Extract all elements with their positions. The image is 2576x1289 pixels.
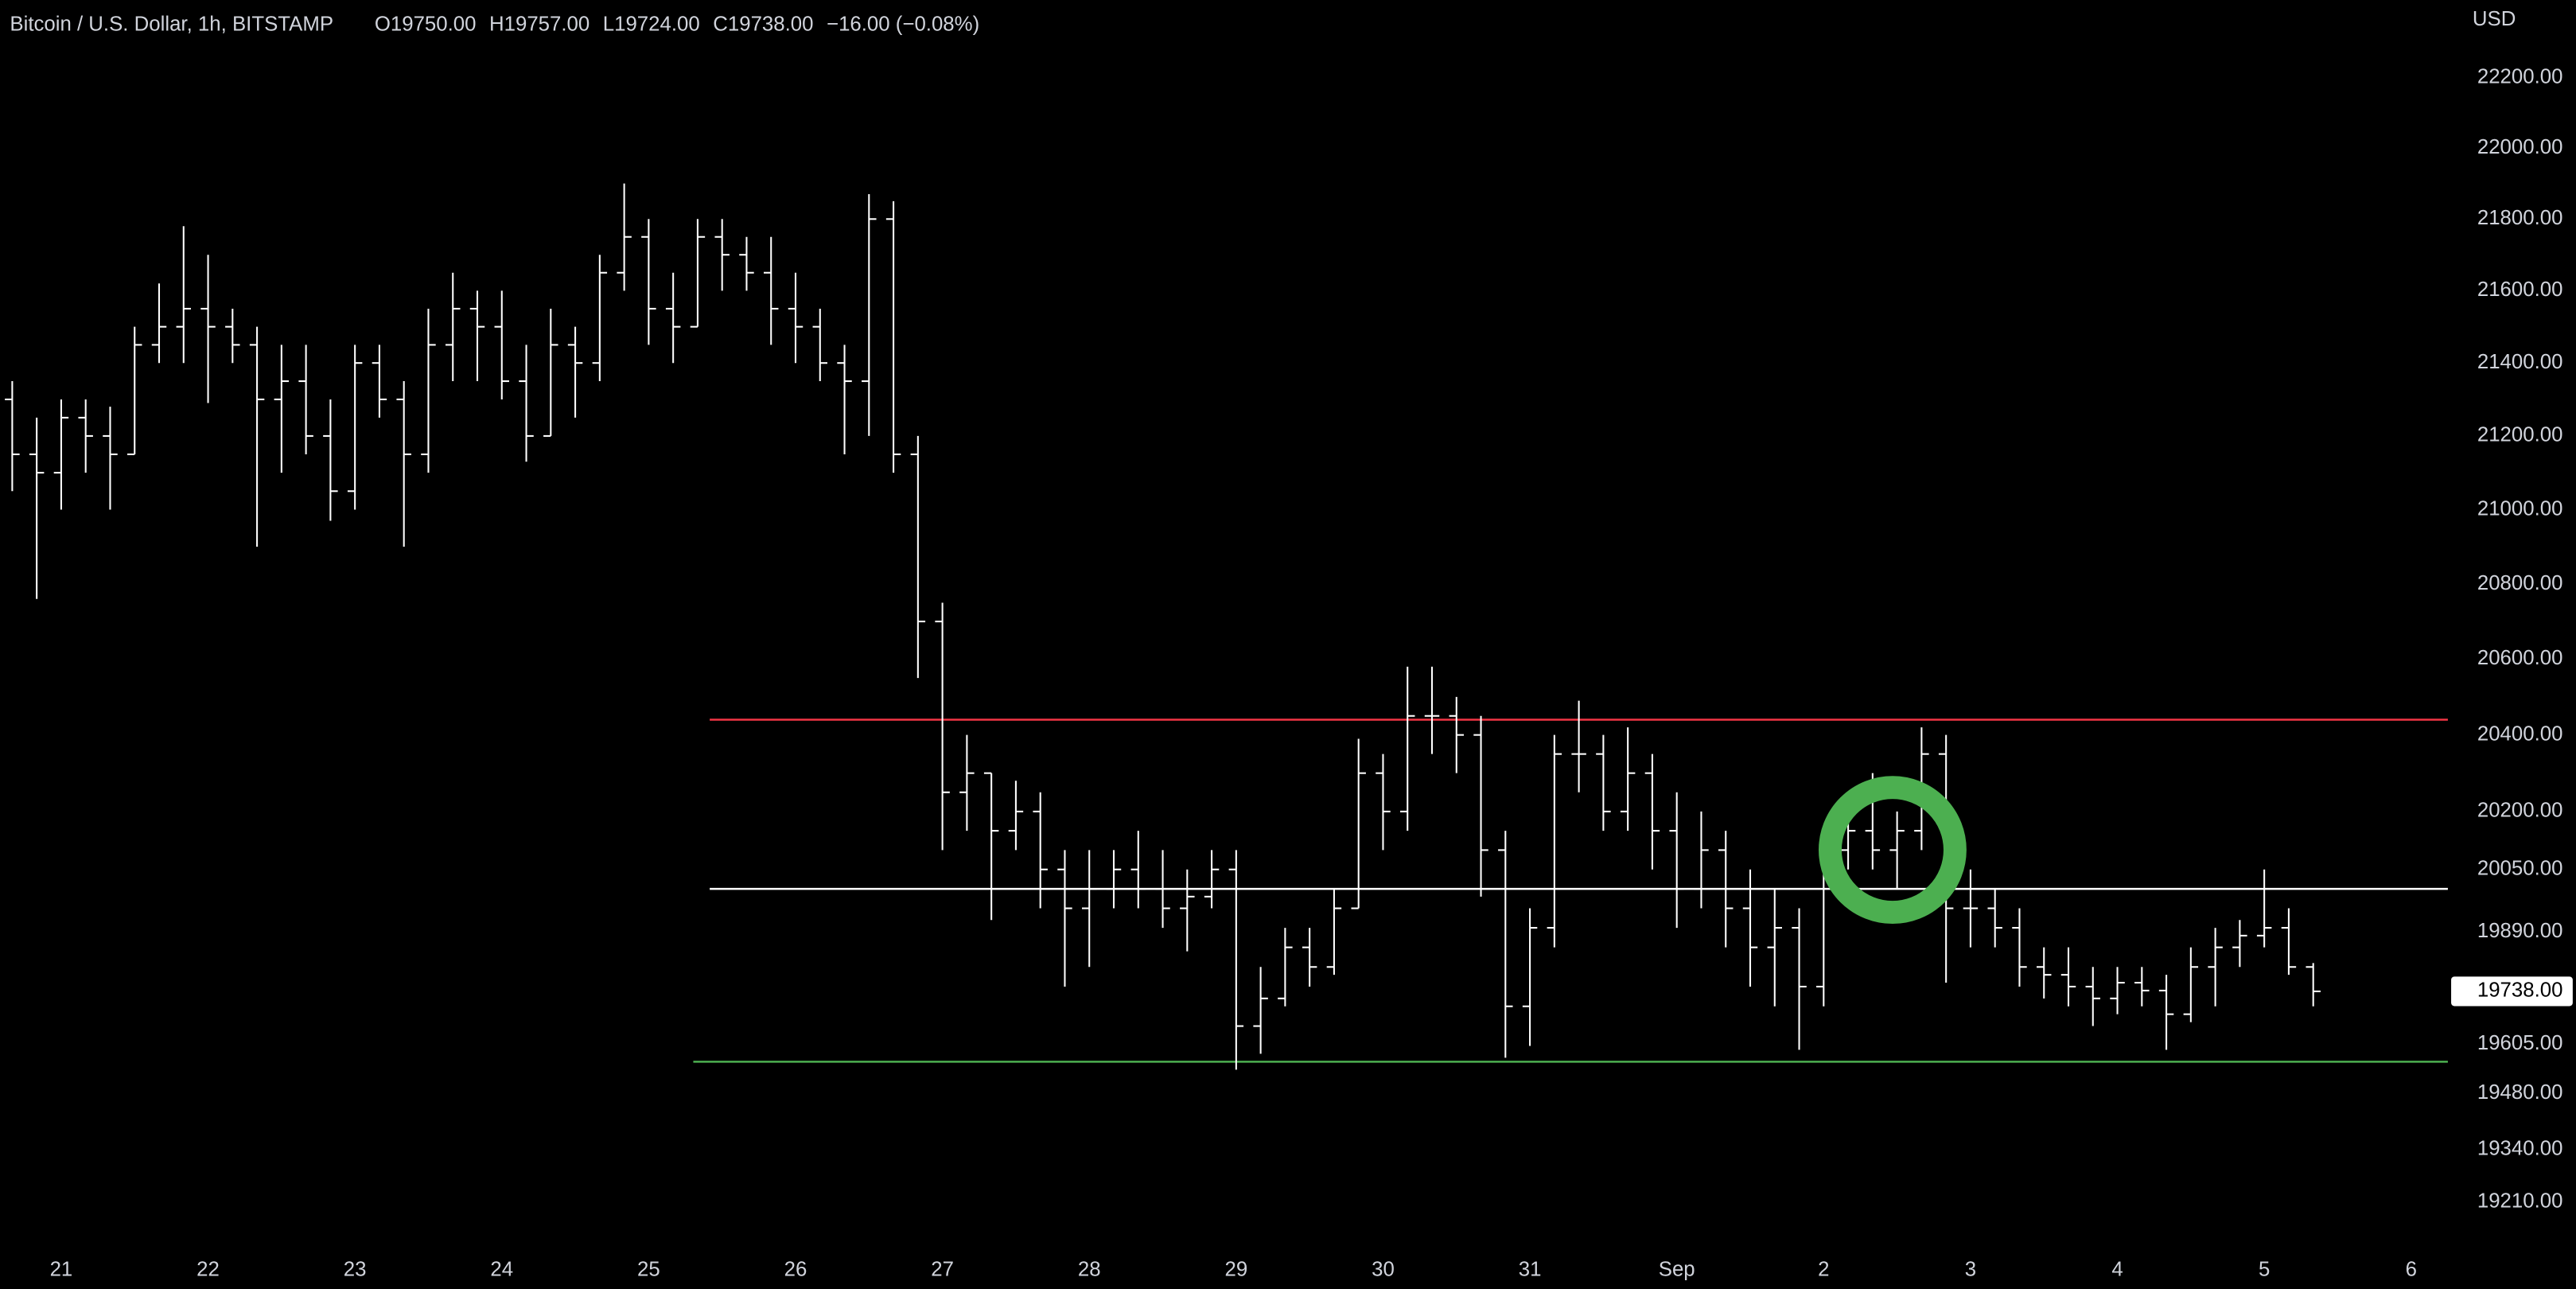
x-tick-label: 29	[1224, 1259, 1247, 1281]
last-price-label: 19738.00	[2477, 979, 2563, 1002]
y-tick-label: 22000.00	[2477, 136, 2563, 158]
y-tick-label: 21600.00	[2477, 278, 2563, 301]
x-tick-label: 25	[637, 1259, 660, 1281]
x-tick-label: 5	[2259, 1259, 2270, 1281]
y-tick-label: 21200.00	[2477, 424, 2563, 446]
x-tick-label: 30	[1372, 1259, 1395, 1281]
symbol-title: Bitcoin / U.S. Dollar, 1h, BITSTAMP	[10, 13, 333, 35]
y-tick-label: 22200.00	[2477, 66, 2563, 88]
x-tick-label: 24	[490, 1259, 513, 1281]
y-tick-label: 21400.00	[2477, 351, 2563, 373]
y-tick-label: 19340.00	[2477, 1138, 2563, 1160]
x-tick-label: 27	[931, 1259, 954, 1281]
x-tick-label: 21	[50, 1259, 73, 1281]
y-tick-label: 19605.00	[2477, 1032, 2563, 1054]
y-tick-label: 20800.00	[2477, 572, 2563, 594]
x-tick-label: 2	[1818, 1259, 1829, 1281]
currency-label: USD	[2473, 8, 2516, 30]
x-tick-label: 31	[1519, 1259, 1542, 1281]
x-tick-label: 4	[2111, 1259, 2123, 1281]
x-tick-label: Sep	[1659, 1259, 1695, 1281]
x-tick-label: 6	[2406, 1259, 2417, 1281]
y-tick-label: 21000.00	[2477, 497, 2563, 520]
y-tick-label: 21800.00	[2477, 207, 2563, 229]
ohlc-legend-value: O19750.00	[375, 13, 477, 35]
y-tick-label: 20600.00	[2477, 647, 2563, 669]
y-tick-label: 20200.00	[2477, 800, 2563, 822]
x-tick-label: 3	[1965, 1259, 1976, 1281]
circle-annotation	[1819, 776, 1967, 925]
y-tick-label: 20400.00	[2477, 722, 2563, 745]
y-tick-label: 19210.00	[2477, 1190, 2563, 1213]
y-tick-label: 19890.00	[2477, 920, 2563, 942]
x-tick-label: 26	[784, 1259, 807, 1281]
ohlc-legend-value: −16.00 (−0.08%)	[827, 13, 979, 35]
last-price-box	[2451, 976, 2573, 1007]
ohlc-legend-value: L19724.00	[603, 13, 700, 35]
x-tick-label: 23	[344, 1259, 367, 1281]
x-tick-label: 28	[1078, 1259, 1101, 1281]
y-tick-label: 20050.00	[2477, 858, 2563, 880]
ohlc-legend-value: H19757.00	[489, 13, 590, 35]
ohlc-legend-value: C19738.00	[713, 13, 813, 35]
x-tick-label: 22	[197, 1259, 220, 1281]
y-tick-label: 19480.00	[2477, 1081, 2563, 1104]
